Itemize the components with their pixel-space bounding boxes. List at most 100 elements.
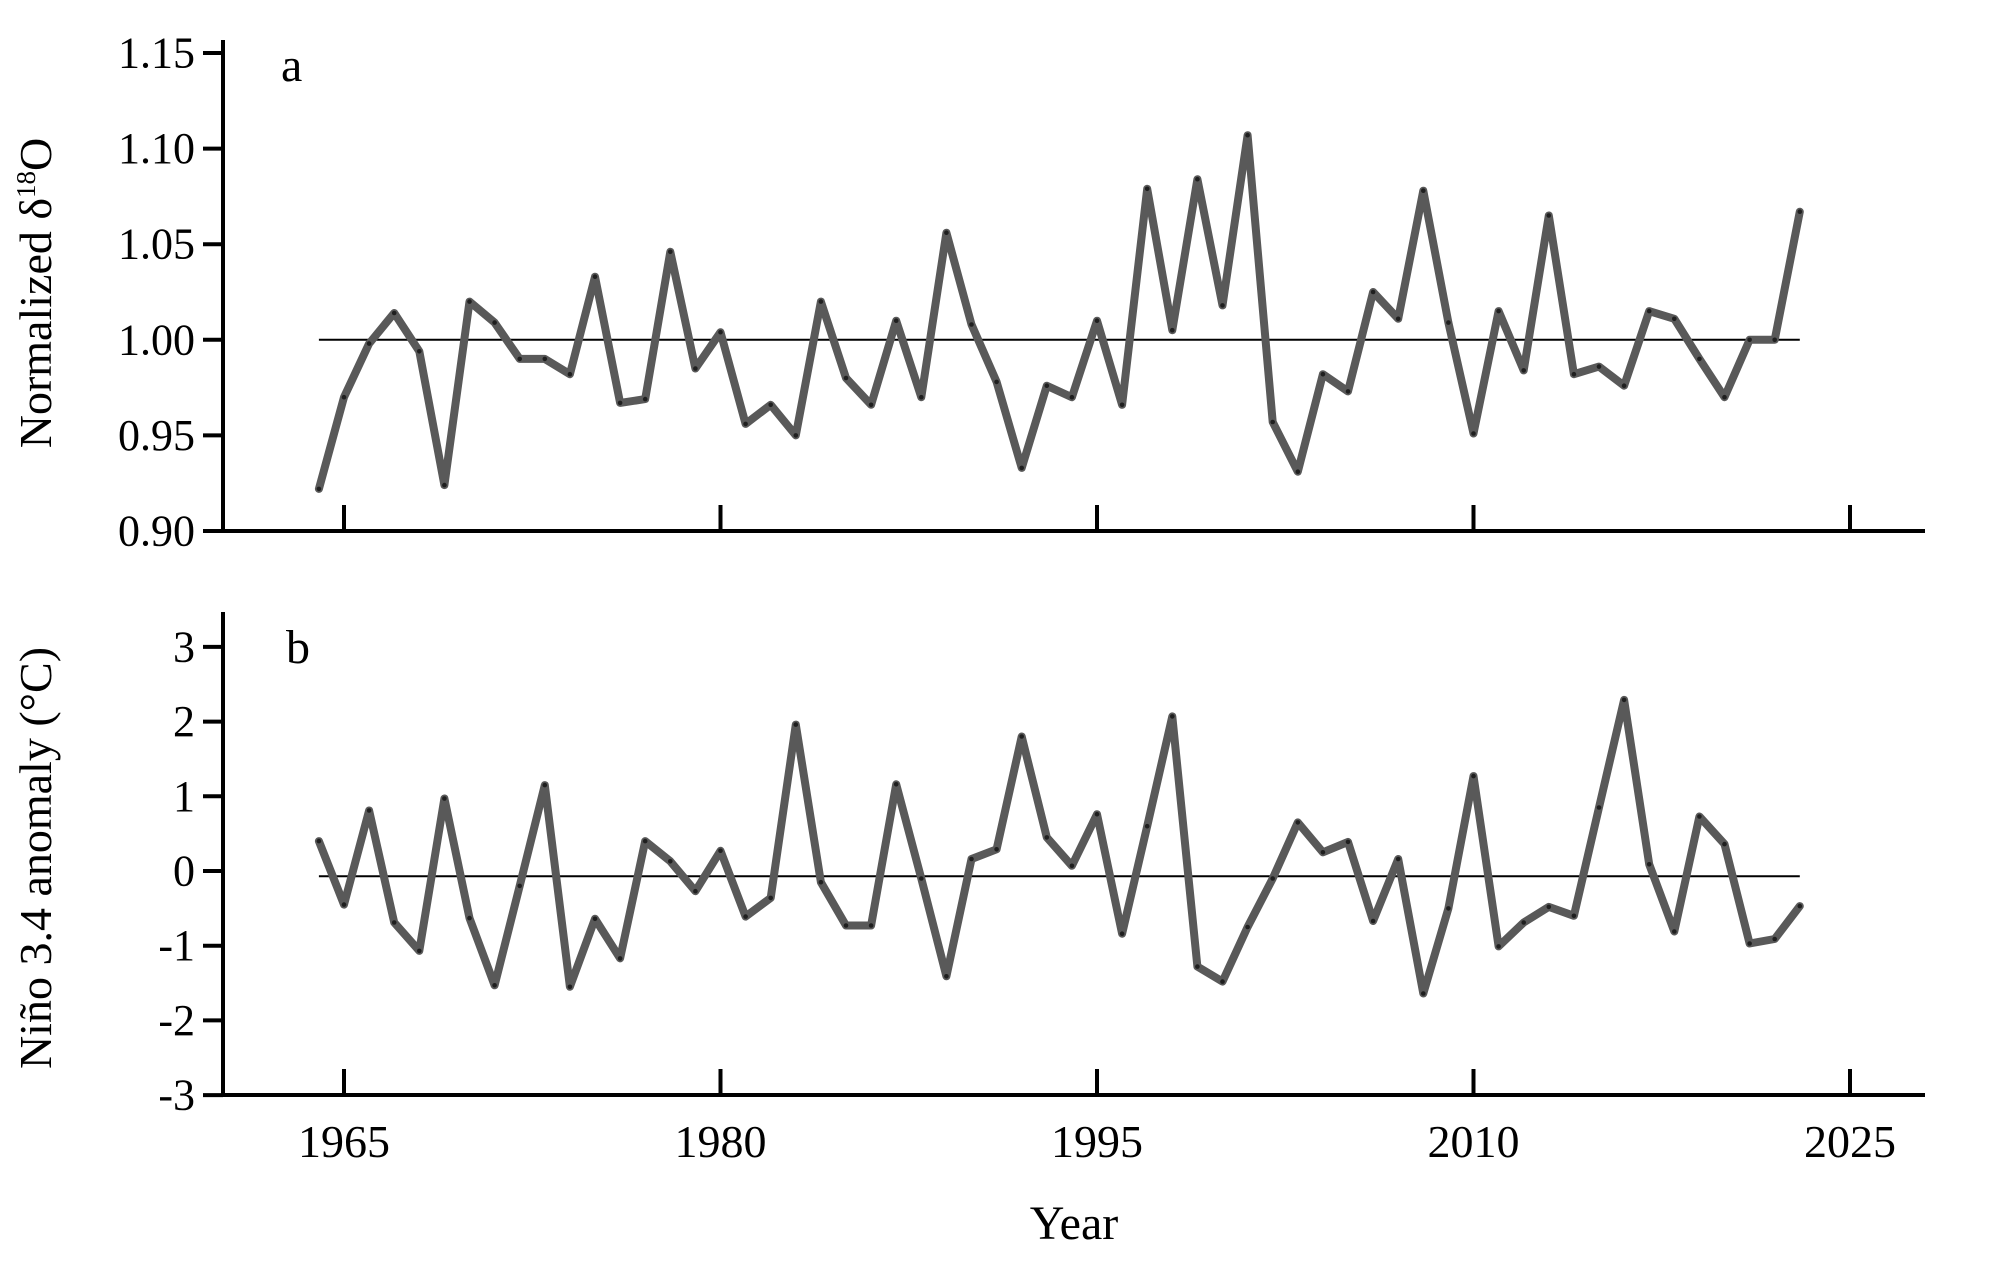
panel-b-data-point-marker bbox=[668, 859, 673, 864]
panel-b-data-point-marker bbox=[341, 902, 347, 907]
panel-b-data-point-marker bbox=[592, 916, 598, 922]
panel-b-data-point-marker bbox=[1069, 863, 1075, 869]
panel-b-data-point-marker bbox=[442, 796, 447, 801]
panel-b-data-point-marker bbox=[1295, 820, 1301, 825]
panel-b-data-point-marker bbox=[1571, 913, 1577, 919]
panel-b-data-point-marker bbox=[467, 915, 472, 921]
panel-b-x-tick-label: 1980 bbox=[675, 1116, 767, 1167]
panel-a-data-point-marker bbox=[994, 379, 999, 385]
panel-a-data-point-marker bbox=[1571, 371, 1577, 377]
panel-b-data-point-marker bbox=[818, 879, 824, 885]
panel-b-data-point-marker bbox=[1496, 944, 1501, 949]
panel-b-data-point-marker bbox=[1646, 862, 1652, 867]
panel-a-data-point-marker bbox=[1320, 371, 1326, 377]
panel-b-data-point-marker bbox=[994, 847, 999, 852]
panel-b-data-point-marker bbox=[642, 838, 648, 844]
panel-b-data-point-marker bbox=[1596, 805, 1602, 810]
panel-b-data-point-marker bbox=[1772, 936, 1777, 942]
panel-b-data-point-marker bbox=[567, 984, 573, 990]
panel-a-data-point-marker bbox=[1270, 419, 1275, 425]
panel-b-data-point-marker bbox=[1521, 920, 1526, 925]
panel-a-data-point-marker bbox=[843, 375, 849, 381]
panel-a-data-point-marker bbox=[1119, 402, 1125, 408]
panel-a-data-point-marker bbox=[1220, 303, 1225, 308]
panel-a-data-point-marker bbox=[1069, 394, 1075, 400]
panel-b-x-tick-label: 1965 bbox=[298, 1116, 390, 1167]
panel-b-data-point-marker bbox=[868, 923, 874, 928]
panel-a-data-point-marker bbox=[1044, 383, 1050, 389]
panel-b-data-point-marker bbox=[1722, 841, 1727, 847]
panel-b-series-line bbox=[314, 695, 1804, 998]
panel-b-data-point-marker bbox=[1395, 856, 1401, 862]
panel-a-data-point-marker bbox=[1370, 289, 1376, 295]
panel-b-data-point-marker bbox=[893, 782, 899, 787]
panel-a-data-point-marker bbox=[793, 433, 799, 438]
panel-b-data-point-marker bbox=[1320, 850, 1326, 855]
panel-b-data-point-marker bbox=[1797, 903, 1803, 909]
panel-a-data-point-marker bbox=[617, 400, 623, 406]
panel-b-data-point-marker bbox=[1345, 839, 1351, 845]
panel-b-y-tick-label: -1 bbox=[158, 921, 195, 970]
panel-a-data-point-marker bbox=[893, 318, 899, 324]
panel-a-data-point-marker bbox=[1521, 368, 1526, 373]
panel-a-data-point-marker bbox=[818, 299, 824, 304]
panel-b-x-tick-label: 2025 bbox=[1804, 1116, 1896, 1167]
panel-a-data-point-marker bbox=[1471, 431, 1476, 436]
panel-b-data-point-marker bbox=[517, 883, 522, 889]
panel-a-data-point-marker bbox=[1446, 320, 1451, 325]
panel-a-y-tick-label: 1.15 bbox=[118, 29, 195, 78]
panel-a-y-tick-label: 0.90 bbox=[118, 507, 195, 556]
panel-a-data-point-marker bbox=[1697, 356, 1702, 362]
panel-a-data-point-marker bbox=[316, 486, 322, 492]
panel-a-data-point-marker bbox=[1144, 186, 1150, 192]
panel-a-data-point-marker bbox=[592, 274, 598, 280]
panel-a-series-line bbox=[314, 131, 1804, 493]
panel-b-data-point-marker bbox=[1546, 904, 1552, 910]
panel-a-data-point-marker bbox=[341, 394, 347, 400]
x-axis-title: Year bbox=[1029, 1197, 1119, 1250]
panel-a-data-point-marker bbox=[1722, 394, 1727, 400]
panel-a-y-axis-title-sup: 18 bbox=[10, 170, 41, 198]
panel-b-data-point-marker bbox=[743, 914, 748, 919]
panel-a-data-point-marker bbox=[1019, 465, 1024, 471]
panel-b-y-axis-title-text: Niño 3.4 anomaly (°C) bbox=[10, 646, 61, 1070]
panel-b-data-point-marker bbox=[843, 923, 849, 928]
panel-a-data-point-marker bbox=[919, 394, 924, 400]
panel-a-data-point-marker bbox=[542, 356, 548, 362]
panel-b-data-point-marker bbox=[1019, 734, 1024, 739]
panel-b-letter: b bbox=[286, 621, 310, 674]
panel-a-data-point-marker bbox=[743, 421, 748, 427]
panel-a-data-point-marker bbox=[567, 371, 573, 377]
panel-b-data-point-marker bbox=[1170, 714, 1175, 719]
panel-b-y-tick-label: 0 bbox=[173, 847, 195, 896]
panel-a-y-tick-label: 1.10 bbox=[118, 124, 195, 173]
panel-b-data-point-marker bbox=[492, 983, 497, 988]
panel-b-x-tick-label: 1995 bbox=[1051, 1116, 1143, 1167]
panel-b-y-tick-label: 3 bbox=[173, 622, 195, 671]
panel-a-data-point-marker bbox=[467, 299, 472, 304]
panel-b-y-tick-label: 2 bbox=[173, 697, 195, 746]
panel-b-data-point-marker bbox=[1471, 773, 1476, 779]
panel-a-data-point-marker bbox=[1395, 316, 1401, 322]
panel-a-data-point-marker bbox=[718, 329, 723, 335]
panel-b-data-point-marker bbox=[1421, 991, 1426, 996]
panel-b-data-point-marker bbox=[366, 808, 372, 813]
panel-a-data-point-marker bbox=[366, 341, 372, 346]
panel-a-y-tick-label: 1.05 bbox=[118, 220, 195, 269]
panel-a-data-point-marker bbox=[1170, 327, 1175, 333]
panel-a-data-point-marker bbox=[517, 356, 522, 362]
panel-b-data-point-marker bbox=[1446, 906, 1451, 911]
panel-a-data-point-marker bbox=[944, 230, 949, 235]
panel-b-data-point-marker bbox=[1270, 876, 1275, 881]
panel-a-data-point-marker bbox=[1672, 316, 1677, 322]
panel-a-y-tick-label: 0.95 bbox=[118, 411, 195, 460]
panel-b-data-point-marker bbox=[768, 895, 773, 901]
panel-a-y-axis-title-suffix: O bbox=[10, 137, 62, 171]
panel-b-data-point-marker bbox=[1621, 697, 1627, 703]
panel-a-data-point-marker bbox=[1295, 469, 1301, 475]
panel-a-data-point-marker bbox=[417, 349, 422, 354]
panel-b-data-point-marker bbox=[793, 722, 799, 727]
panel-b-data-point-marker bbox=[391, 920, 397, 925]
panel-a-data-point-marker bbox=[1496, 308, 1501, 314]
